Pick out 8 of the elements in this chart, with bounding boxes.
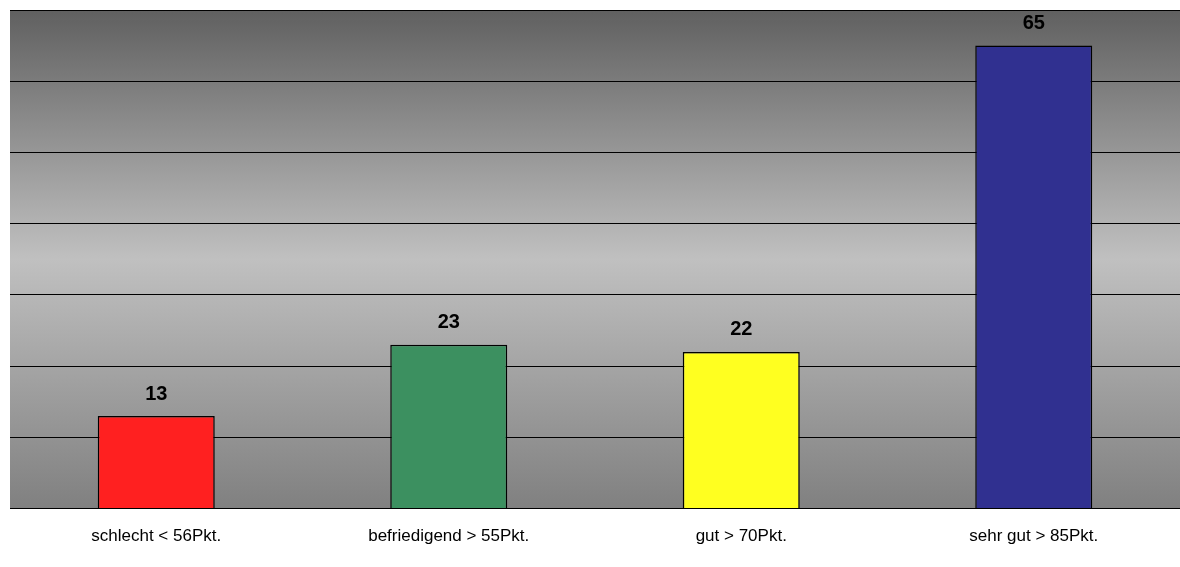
data-label: 22 xyxy=(730,317,753,340)
x-tick-label: gut > 70Pkt. xyxy=(695,526,787,546)
data-label: 23 xyxy=(437,310,460,333)
x-tick-label: sehr gut > 85Pkt. xyxy=(969,526,1099,546)
data-label: 13 xyxy=(145,381,168,404)
data-label: 65 xyxy=(1022,11,1045,34)
x-tick-label: befriedigend > 55Pkt. xyxy=(368,526,530,546)
x-tick-label: schlecht < 56Pkt. xyxy=(91,526,222,546)
